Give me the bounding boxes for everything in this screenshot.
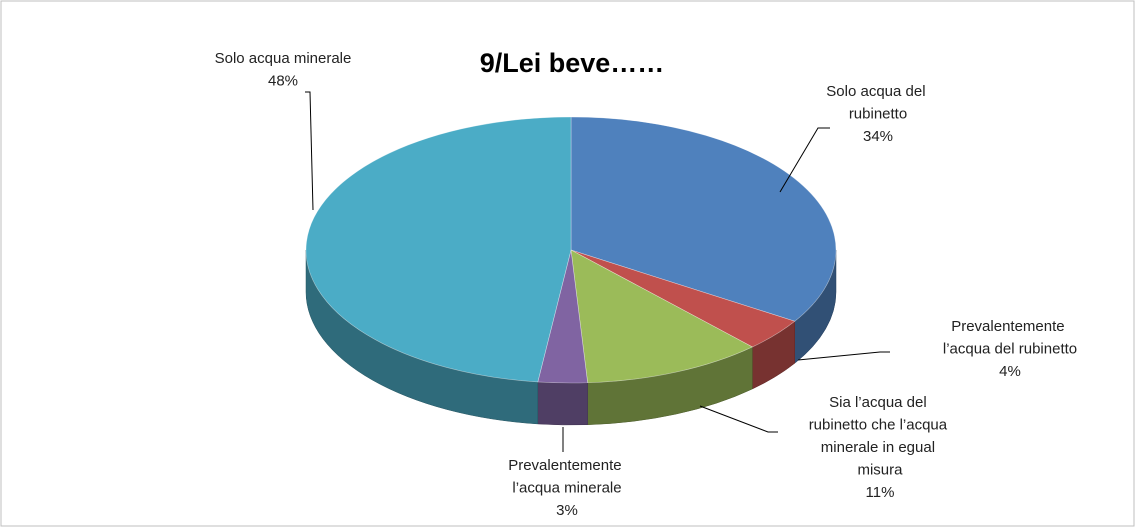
data-label-name: Solo acqua minerale (215, 50, 352, 67)
data-label-value: 48% (268, 72, 298, 89)
slice-side (537, 381, 588, 426)
leader-line (699, 405, 778, 433)
data-label-value: 4% (999, 363, 1021, 380)
data-label-name: Prevalentemente l’acqua del rubinetto (943, 318, 1077, 358)
leader-line (305, 91, 314, 211)
slice (305, 116, 572, 383)
data-label-name: Sia l’acqua del rubinetto che l’acqua mi… (809, 394, 952, 479)
leader-line (779, 127, 830, 193)
data-label-name: Prevalentemente l’acqua minerale (508, 457, 626, 497)
data-label-value: 34% (863, 128, 893, 145)
data-label-value: 11% (866, 484, 895, 501)
data-label-value: 3% (556, 502, 578, 519)
slice (570, 249, 754, 384)
data-label-name: Solo acqua del rubinetto (826, 83, 929, 123)
leader-line (797, 351, 890, 361)
chart-title: 9/Lei beve…… (480, 48, 665, 78)
slice (570, 116, 837, 322)
